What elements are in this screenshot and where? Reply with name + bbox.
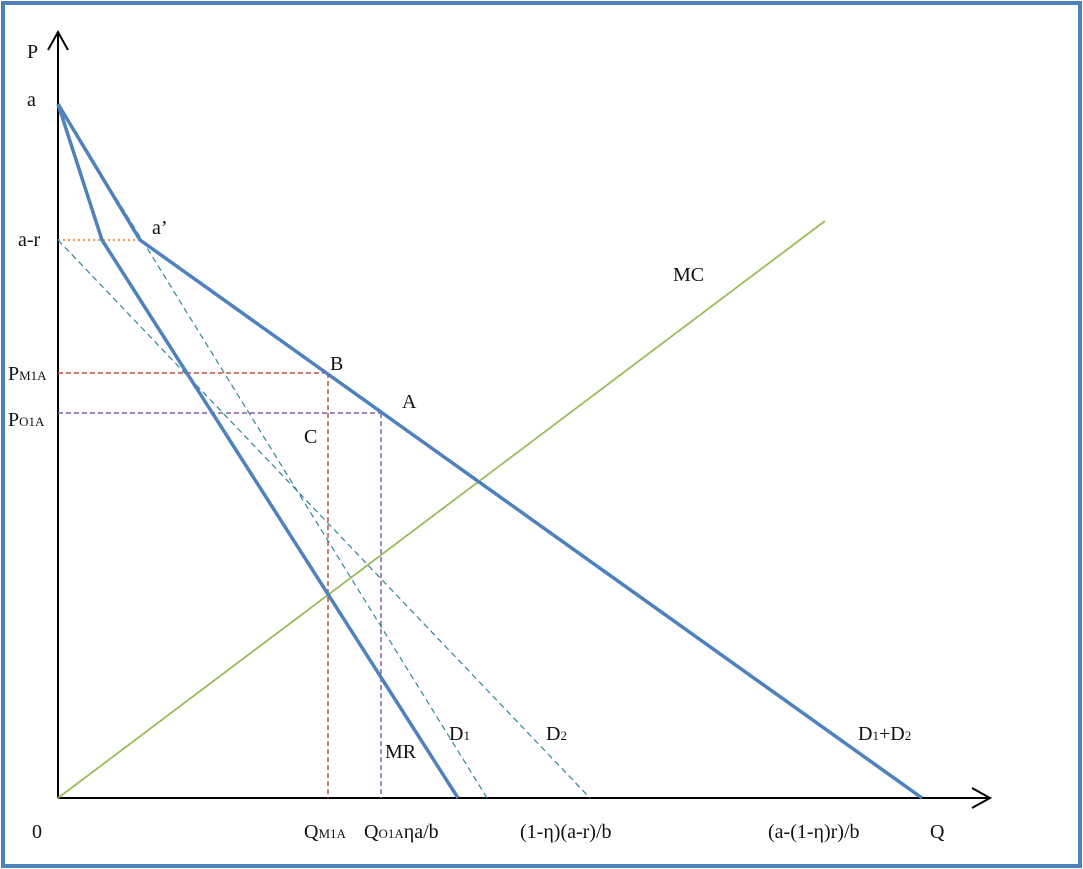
- mr-label: MR: [385, 741, 417, 763]
- y-axis-label: P: [27, 41, 38, 63]
- a-prime-label: a’: [152, 217, 168, 239]
- a-label: a: [27, 89, 36, 111]
- d1-label: D1: [449, 723, 470, 745]
- point-a-label: A: [402, 391, 417, 413]
- x-axis-arrow: [971, 787, 993, 809]
- intercept-total-label: (a-(1-η)r)/b: [768, 821, 860, 843]
- one-minus-eta-label: (1-η)(a-r)/b: [520, 821, 612, 843]
- q-o1a-label: QO1Aηa/b: [364, 821, 439, 843]
- q-m1a-label: QM1A: [304, 821, 347, 843]
- point-b-label: B: [330, 353, 343, 375]
- d1-plus-d2-label: D1+D2: [858, 723, 911, 745]
- aggregate-demand-curve: [56, 103, 924, 800]
- mr-curve: [56, 103, 460, 799]
- d2-curve: [57, 239, 591, 799]
- mc-label: MC: [673, 264, 704, 286]
- d2-label: D2: [546, 723, 567, 745]
- x-axis-label: Q: [930, 821, 945, 843]
- y-axis-arrow: [47, 29, 69, 51]
- origin-label: 0: [32, 821, 42, 843]
- a-minus-r-label: a-r: [18, 229, 41, 251]
- p-o1a-label: PO1A: [8, 409, 45, 431]
- mc-curve: [57, 220, 826, 799]
- point-c-label: C: [304, 426, 317, 448]
- p-m1a-label: PM1A: [8, 363, 47, 385]
